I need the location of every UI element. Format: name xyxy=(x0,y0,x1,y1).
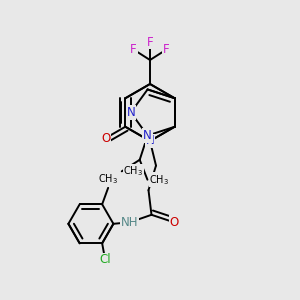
Text: N: N xyxy=(146,134,154,148)
Text: O: O xyxy=(169,216,178,229)
Text: CH$_3$: CH$_3$ xyxy=(123,164,143,178)
Text: N: N xyxy=(126,106,135,119)
Text: F: F xyxy=(147,35,153,49)
Text: CH$_3$: CH$_3$ xyxy=(98,172,118,186)
Text: N: N xyxy=(143,129,152,142)
Text: Cl: Cl xyxy=(99,253,111,266)
Text: CH$_3$: CH$_3$ xyxy=(149,173,169,187)
Text: NH: NH xyxy=(121,216,139,229)
Text: F: F xyxy=(163,43,170,56)
Text: O: O xyxy=(101,131,110,145)
Text: F: F xyxy=(130,43,137,56)
